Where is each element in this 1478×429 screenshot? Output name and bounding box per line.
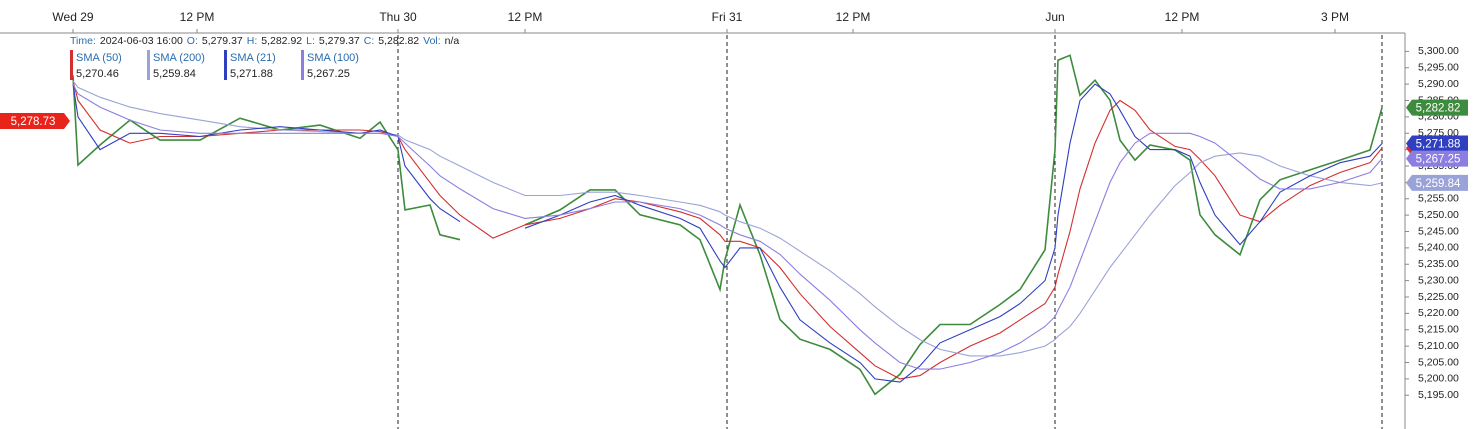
price-badge [1406,150,1468,167]
y-tick-label: 5,240.00 [1418,242,1459,254]
header-value: 5,282.92 [261,35,302,47]
y-tick-label: 5,195.00 [1418,389,1459,401]
price-badge [1406,135,1468,152]
legend-value: 5,271.88 [230,68,273,80]
y-tick-label: 5,200.00 [1418,373,1459,385]
y-tick-label: 5,210.00 [1418,340,1459,352]
header-label: Vol: [423,35,441,47]
price-badge-label: 5,259.84 [1416,178,1461,190]
header-label: Time: [70,35,96,47]
legend-value: 5,270.46 [76,68,119,80]
legend-name: SMA (200) [153,52,205,64]
sma-line [72,84,461,223]
y-tick-label: 5,215.00 [1418,324,1459,336]
header-value: 5,279.37 [319,35,360,47]
y-tick-label: 5,250.00 [1418,209,1459,221]
header-value: 5,279.37 [202,35,243,47]
x-tick-label: 12 PM [508,10,543,24]
legend-name: SMA (21) [230,52,276,64]
price-badge [1406,174,1468,191]
x-tick-label: 12 PM [1165,10,1200,24]
y-tick-label: 5,300.00 [1418,45,1459,57]
header-value: 5,282.82 [378,35,419,47]
price-badge-label: 5,267.25 [1416,154,1461,166]
x-tick-label: Jun [1045,10,1064,24]
header-label: L: [306,35,315,47]
y-tick-label: 5,225.00 [1418,291,1459,303]
sma-line [72,80,1383,380]
x-tick-label: 12 PM [836,10,871,24]
sma-line [72,83,1383,370]
y-tick-label: 5,220.00 [1418,307,1459,319]
x-tick-label: Fri 31 [712,10,743,24]
price-badge-label: 5,282.82 [1416,103,1461,115]
x-tick-label: Thu 30 [379,10,417,24]
header-label: H: [247,35,258,47]
y-tick-label: 5,255.00 [1418,193,1459,205]
sma-line [524,83,1383,383]
x-tick-label: Wed 29 [52,10,93,24]
y-tick-label: 5,290.00 [1418,78,1459,90]
y-tick-label: 5,245.00 [1418,225,1459,237]
y-tick-label: 5,205.00 [1418,356,1459,368]
y-tick-label: 5,230.00 [1418,274,1459,286]
price-badge [1406,99,1468,116]
y-tick-label: 5,235.00 [1418,258,1459,270]
price-badge-label: 5,271.88 [1416,138,1461,150]
legend-swatch [70,50,73,80]
price-line [524,54,1383,396]
legend-value: 5,267.25 [307,68,350,80]
x-tick-label: 12 PM [180,10,215,24]
legend-swatch [147,50,150,80]
legend-value: 5,259.84 [153,68,196,80]
y-tick-label: 5,295.00 [1418,62,1459,74]
legend-swatch [224,50,227,80]
crosshair-label: 5,278.73 [11,116,56,128]
header-value: 2024-06-03 16:00 [100,35,183,47]
crosshair-badge [0,113,70,130]
legend-name: SMA (50) [76,52,122,64]
x-tick-label: 3 PM [1321,10,1349,24]
header-value: n/a [445,35,460,47]
header-label: C: [364,35,375,47]
header-label: O: [187,35,198,47]
legend-name: SMA (100) [307,52,359,64]
price-line [72,75,461,241]
legend-swatch [301,50,304,80]
